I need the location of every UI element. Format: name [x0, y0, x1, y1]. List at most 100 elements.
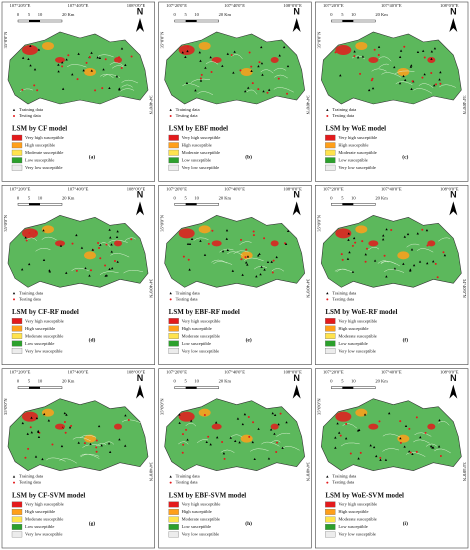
testing-point [24, 456, 27, 459]
training-point [255, 275, 258, 278]
training-point [221, 249, 225, 253]
legend-label: Low susceptible [25, 341, 54, 346]
training-point [273, 413, 277, 417]
training-point [263, 268, 266, 271]
testing-point [439, 82, 442, 85]
scale-bar [342, 20, 354, 22]
panel-label: (f) [403, 337, 409, 344]
drainage-line [239, 241, 252, 245]
training-point [236, 417, 240, 420]
testing-point [181, 451, 184, 454]
longitude-label: 107°20'0"E [166, 370, 187, 375]
training-point [364, 253, 367, 256]
training-point [169, 108, 172, 111]
legend-label: Very high susceptible [182, 502, 221, 507]
drainage-line [418, 83, 434, 88]
training-point [407, 450, 411, 453]
testing-point [98, 246, 101, 249]
testing-point [365, 247, 368, 250]
panel-label: (h) [245, 520, 252, 527]
legend-swatch [168, 142, 179, 149]
legend-label: Very high susceptible [25, 502, 64, 507]
training-point [186, 49, 189, 53]
susceptibility-zone [368, 240, 379, 247]
testing-point [169, 298, 172, 301]
susceptibility-zone [427, 240, 436, 247]
drainage-line [96, 54, 114, 58]
drainage-line [425, 443, 438, 447]
testing-point [51, 443, 54, 446]
legend-swatch [168, 524, 179, 530]
longitude-label: 107°20'0"E [10, 186, 31, 191]
legend-label: Low susceptible [25, 524, 54, 529]
testing-point [371, 77, 374, 80]
training-point [430, 57, 433, 60]
longitude-label: 107°20'0"E [10, 3, 31, 8]
training-point [269, 428, 273, 431]
latitude-label: 34°40'0"N [462, 279, 467, 299]
north-arrow [449, 384, 458, 399]
panel-label: (e) [246, 337, 252, 344]
panel-title: LSM by CF-SVM model [12, 491, 85, 499]
training-point [178, 413, 181, 416]
training-point [243, 413, 247, 416]
training-point [42, 229, 45, 232]
training-point [12, 292, 16, 295]
testing-point [223, 457, 226, 460]
drainage-line [99, 242, 111, 248]
training-point [124, 444, 127, 447]
training-point [339, 74, 342, 77]
point-legend-label: Training data [176, 107, 200, 112]
training-point [190, 419, 193, 422]
training-point [326, 292, 329, 295]
susceptibility-zone [42, 408, 54, 417]
susceptibility-zone [240, 251, 253, 260]
susceptibility-zone [355, 225, 368, 234]
training-point [59, 244, 63, 247]
legend-label: Very low susceptible [182, 532, 220, 537]
training-point [186, 242, 190, 245]
testing-point [181, 433, 184, 436]
training-point [432, 260, 435, 263]
testing-point [186, 45, 189, 48]
scale-label: 20 Km [219, 12, 232, 17]
testing-point [61, 427, 64, 430]
panel-title: LSM by WoE-RF model [325, 308, 397, 316]
training-point [209, 443, 212, 446]
scale-label: 20 Km [219, 379, 232, 384]
training-point [257, 427, 260, 430]
susceptibility-zone [55, 240, 65, 247]
drainage-line [395, 81, 413, 85]
longitude-label: 107°40'0"E [68, 3, 89, 8]
drainage-line [219, 248, 234, 253]
testing-point [207, 435, 210, 438]
scale-label: 20 Km [375, 12, 388, 17]
drainage-line [413, 439, 430, 444]
latitude-label: 34°40'0"N [149, 462, 154, 482]
training-point [393, 267, 397, 270]
legend-label: Very low susceptible [182, 348, 220, 353]
drainage-line [121, 79, 139, 84]
legend-label: Very high susceptible [338, 135, 377, 140]
drainage-line [95, 443, 107, 447]
training-point [108, 267, 111, 271]
training-point [367, 88, 371, 92]
testing-point [326, 298, 329, 301]
training-point [403, 235, 406, 238]
training-point [30, 416, 33, 419]
testing-point [252, 421, 255, 424]
legend-label: Low susceptible [338, 341, 367, 346]
training-point [238, 441, 241, 444]
testing-point [185, 428, 188, 431]
susceptibility-zone [270, 57, 279, 63]
panel-title: LSM by WoE model [325, 125, 386, 133]
drainage-line [271, 268, 285, 272]
longitude-label: 107°20'0"E [166, 186, 187, 191]
testing-point [349, 452, 352, 455]
training-point [278, 54, 281, 57]
training-point [47, 419, 51, 422]
testing-point [434, 262, 437, 265]
drainage-line [437, 420, 450, 426]
training-point [222, 452, 226, 455]
legend-swatch [11, 142, 23, 149]
